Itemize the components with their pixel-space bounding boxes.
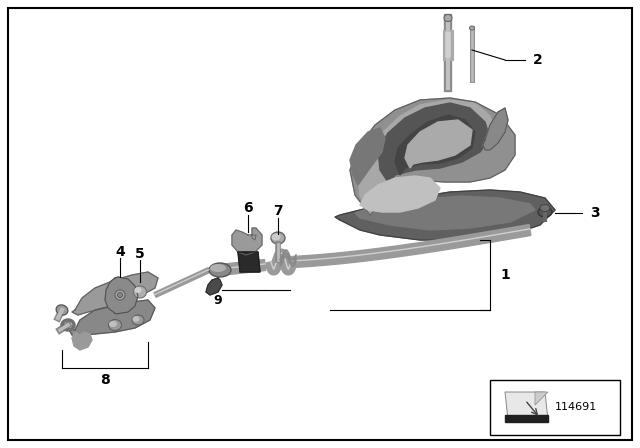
Polygon shape: [360, 176, 440, 212]
Polygon shape: [355, 196, 535, 230]
Polygon shape: [395, 115, 475, 175]
Ellipse shape: [115, 290, 125, 300]
Text: 9: 9: [214, 293, 222, 306]
Text: 1: 1: [500, 268, 510, 282]
Polygon shape: [483, 108, 508, 150]
Text: 2: 2: [533, 53, 543, 67]
Text: 4: 4: [115, 245, 125, 259]
Polygon shape: [265, 249, 297, 275]
Ellipse shape: [134, 286, 147, 298]
Polygon shape: [378, 103, 490, 185]
Polygon shape: [535, 392, 548, 405]
Ellipse shape: [271, 232, 285, 244]
Ellipse shape: [470, 26, 474, 30]
Polygon shape: [292, 224, 531, 267]
Ellipse shape: [134, 287, 141, 293]
Polygon shape: [220, 259, 266, 276]
Ellipse shape: [271, 233, 280, 241]
Polygon shape: [335, 190, 555, 240]
Polygon shape: [232, 228, 262, 255]
Polygon shape: [68, 300, 155, 335]
Polygon shape: [505, 392, 548, 420]
Text: 6: 6: [243, 201, 253, 215]
Text: 5: 5: [135, 247, 145, 261]
Ellipse shape: [132, 316, 140, 322]
Polygon shape: [72, 272, 158, 315]
Polygon shape: [72, 332, 92, 350]
Ellipse shape: [540, 204, 550, 211]
Text: 8: 8: [100, 373, 110, 387]
Bar: [490, 380, 620, 435]
Polygon shape: [154, 268, 210, 297]
Ellipse shape: [109, 319, 122, 331]
Ellipse shape: [132, 315, 144, 325]
Polygon shape: [350, 98, 515, 215]
Polygon shape: [105, 277, 138, 314]
Polygon shape: [238, 252, 260, 272]
Ellipse shape: [56, 305, 68, 315]
Polygon shape: [206, 278, 222, 295]
Text: 7: 7: [273, 204, 283, 218]
Text: 3: 3: [590, 206, 600, 220]
Polygon shape: [358, 100, 495, 215]
Polygon shape: [350, 128, 385, 185]
Polygon shape: [505, 415, 548, 422]
Ellipse shape: [210, 264, 226, 272]
Ellipse shape: [118, 293, 122, 297]
Text: 114691: 114691: [555, 402, 597, 412]
Ellipse shape: [444, 14, 452, 22]
Polygon shape: [405, 120, 472, 168]
Ellipse shape: [538, 207, 552, 217]
Ellipse shape: [109, 321, 117, 327]
Ellipse shape: [209, 263, 231, 277]
